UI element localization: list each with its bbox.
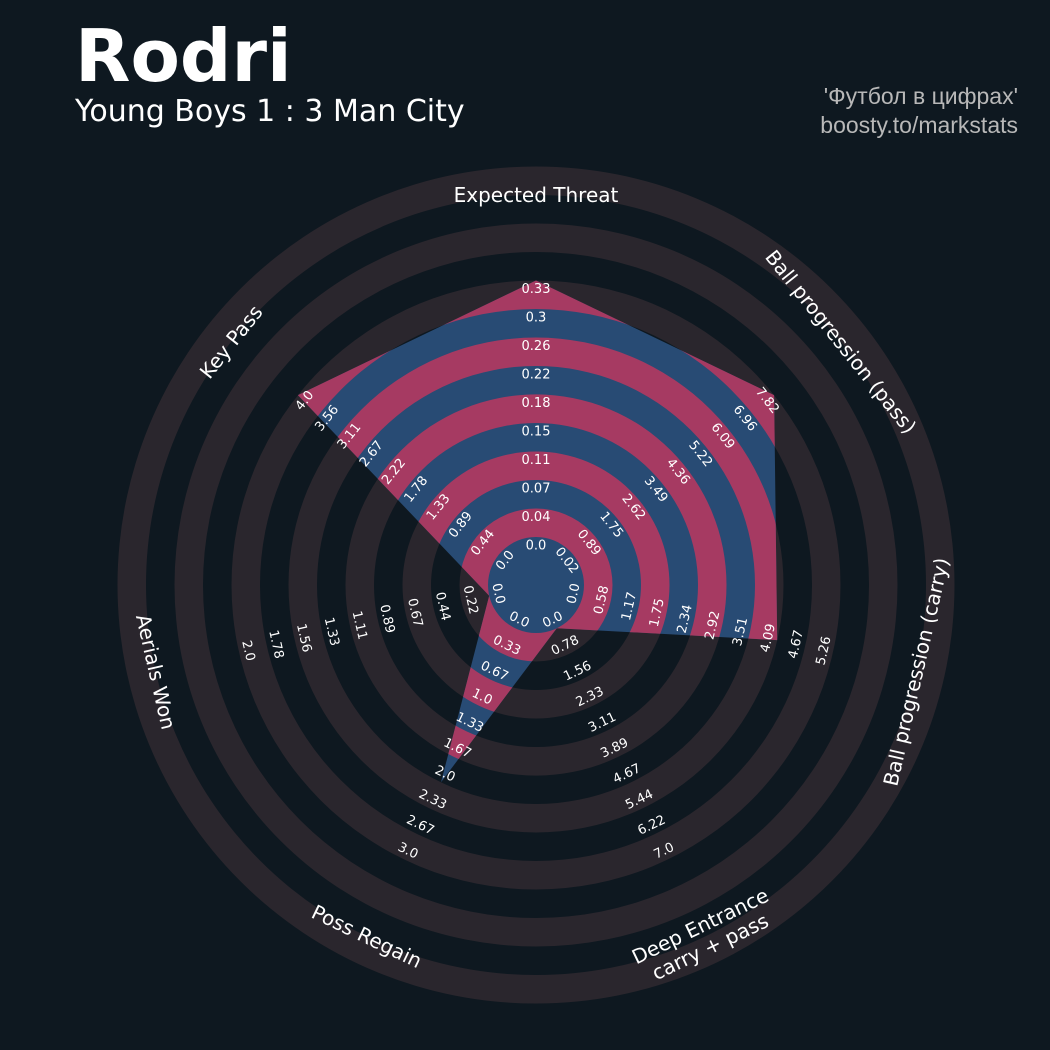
- tick-label: 1.33: [321, 616, 342, 648]
- radar-bands: [117, 166, 955, 1004]
- tick-label: 2.0: [238, 639, 257, 663]
- tick-label: 4.09: [758, 622, 779, 654]
- player-name-title: Rodri: [75, 14, 292, 98]
- credit-block: 'Футбол в цифрах' boosty.to/markstats: [820, 82, 1018, 140]
- tick-label: 0.26: [522, 339, 551, 354]
- tick-label: 0.0: [564, 582, 583, 606]
- tick-label: 0.0: [488, 582, 507, 606]
- tick-label: 3.51: [730, 616, 751, 648]
- tick-label: 1.75: [647, 597, 668, 629]
- tick-label: 5.26: [814, 635, 835, 667]
- axis-label-line: Expected Threat: [454, 183, 619, 207]
- tick-label: 0.89: [376, 603, 397, 635]
- tick-label: 0.22: [522, 368, 551, 383]
- tick-label: 1.11: [349, 610, 370, 642]
- tick-label: 0.15: [522, 425, 551, 440]
- tick-label: 0.22: [460, 584, 481, 616]
- tick-label: 0.11: [522, 453, 551, 468]
- tick-label: 0.07: [522, 482, 551, 497]
- credit-link: boosty.to/markstats: [820, 112, 1018, 138]
- tick-label: 1.56: [293, 622, 314, 654]
- player-band: [459, 508, 613, 662]
- tick-label: 1.17: [619, 591, 640, 623]
- tick-label: 0.67: [404, 597, 425, 629]
- tick-label: 0.3: [526, 311, 547, 326]
- tick-label: 1.78: [265, 629, 286, 661]
- tick-label: 0.0: [526, 539, 547, 554]
- axis-label: Expected Threat: [454, 183, 619, 207]
- credit-channel: 'Футбол в цифрах': [823, 83, 1018, 109]
- tick-label: 2.34: [675, 603, 696, 635]
- tick-label: 4.67: [786, 629, 807, 661]
- tick-label: 0.33: [522, 282, 551, 297]
- tick-label: 0.18: [522, 396, 551, 411]
- match-subtitle: Young Boys 1 : 3 Man City: [75, 94, 465, 129]
- tick-label: 2.92: [702, 610, 723, 642]
- tick-label: 0.58: [591, 584, 612, 616]
- tick-label: 0.44: [432, 591, 453, 623]
- tick-label: 0.04: [522, 510, 551, 525]
